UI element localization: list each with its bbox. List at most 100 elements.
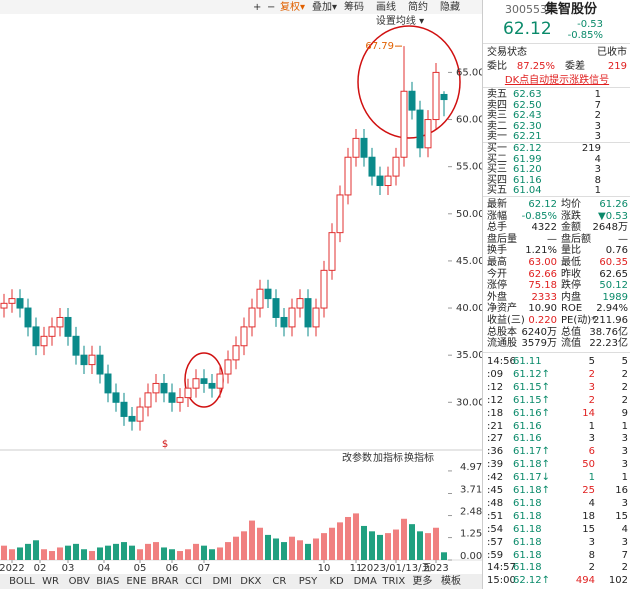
quote-text: 涨停 (487, 280, 507, 292)
quote-text: 61.16 (513, 174, 542, 186)
quote-text: :12 (487, 381, 504, 393)
candle-body (200, 378, 208, 384)
volume-bar (385, 533, 391, 560)
quote-text: 2 (588, 562, 595, 574)
quote-text: 盘后量 (487, 233, 517, 245)
toolbar-button[interactable]: + (253, 2, 261, 13)
indicator-tab[interactable]: CR (272, 576, 286, 587)
x-tick-label: 2022 (0, 563, 25, 574)
volume-tool[interactable]: 换指标 (404, 451, 434, 464)
indicator-tab[interactable]: KD (329, 576, 344, 587)
quote-text: 61.18↑ (513, 459, 551, 471)
candle-body (192, 378, 200, 389)
volume-bar (401, 518, 407, 560)
quote-text: 61.04 (513, 185, 542, 197)
volume-bar (369, 531, 375, 560)
volume-bar (265, 534, 271, 560)
volume-tool[interactable]: 加指标 (373, 451, 403, 464)
quote-text: 6 (588, 446, 595, 458)
ma-setting[interactable]: 设置均线 ▾ (376, 14, 424, 27)
candle-body (104, 373, 112, 394)
indicator-tab[interactable]: 更多 (412, 574, 432, 587)
toolbar-button[interactable]: 画线 (376, 0, 396, 13)
candle-body (432, 71, 440, 121)
quote-text: 2 (588, 368, 595, 380)
indicator-tab[interactable]: WR (42, 576, 59, 587)
quote-text: 61.16 (513, 433, 542, 445)
volume-bar (145, 543, 151, 560)
quote-text: 494 (575, 575, 595, 587)
candle-body (360, 137, 368, 158)
candle-body (336, 194, 344, 234)
signal-button[interactable]: DK点自动提示涨跌信号 (504, 75, 610, 86)
quote-text: 5 (588, 356, 595, 367)
toolbar-button[interactable]: 简约 (408, 0, 428, 13)
quote-text: 最低 (561, 257, 581, 268)
separator (483, 43, 630, 44)
indicator-tab[interactable]: TRIX (381, 576, 405, 587)
toolbar-button[interactable]: 叠加▾ (312, 1, 337, 13)
quote-text: 总值 (561, 326, 581, 338)
quote-text: 卖五 (487, 89, 507, 100)
quote-text: 211.96 (593, 315, 628, 326)
indicator-tab[interactable]: BIAS (96, 576, 119, 587)
quote-text: 1 (588, 420, 595, 432)
candle-body (168, 392, 176, 403)
candle-body (96, 354, 104, 375)
y-tick-label: 65.00 (456, 67, 482, 78)
toolbar-button[interactable]: 筹码 (344, 0, 364, 13)
quote-text: :59 (487, 549, 504, 561)
volume-tick-label: 4.97 (460, 462, 482, 473)
volume-bar (281, 542, 287, 560)
quote-text: 102 (608, 575, 628, 587)
quote-text: 1 (621, 420, 628, 432)
quote-text: 1 (594, 185, 601, 197)
indicator-tab[interactable]: 模板 (441, 574, 461, 587)
candle-body (384, 175, 392, 187)
candle-body (56, 316, 64, 328)
quote-text: 内盘 (561, 291, 581, 303)
volume-bar (321, 533, 327, 560)
y-tick-label: 45.00 (456, 256, 482, 267)
quote-text: 2333 (531, 291, 557, 303)
indicator-tab[interactable]: BRAR (151, 576, 178, 587)
quote-text: 3 (594, 120, 601, 132)
quote-text: 16 (615, 485, 628, 496)
indicator-tab[interactable]: BOLL (9, 576, 35, 587)
candle-body (16, 298, 24, 309)
stock-code: 300553 (505, 3, 547, 16)
quote-text: 61.18 (513, 510, 542, 522)
toolbar-button[interactable]: 隐藏 (440, 1, 460, 13)
indicator-tab[interactable]: ENE (126, 576, 146, 587)
toolbar-button[interactable]: 复权▾ (280, 0, 305, 13)
volume-bar (65, 545, 71, 560)
quote-text: 均价 (561, 199, 581, 210)
quote-text: :42 (487, 472, 504, 484)
quote-text: 61.18↑ (513, 485, 551, 496)
quote-text: 50.12 (599, 280, 628, 292)
candle-body (120, 401, 128, 417)
quote-text: 换手 (487, 245, 507, 257)
candle-body (208, 382, 216, 389)
volume-bar (417, 531, 423, 560)
indicator-tab[interactable]: DKX (240, 576, 261, 587)
volume-tool[interactable]: 改参数 (342, 451, 372, 464)
toolbar-button[interactable]: − (267, 2, 275, 13)
indicator-tab[interactable]: PSY (299, 576, 318, 587)
indicator-tab[interactable]: DMI (213, 576, 232, 587)
quote-text: 1989 (602, 291, 628, 303)
quote-text: 7 (594, 99, 601, 111)
indicator-tab[interactable]: OBV (69, 576, 90, 587)
volume-bar (353, 513, 359, 560)
quote-text: -0.85% (521, 210, 557, 222)
volume-bar (409, 524, 415, 560)
toolbar-bg (0, 0, 482, 14)
separator (483, 352, 630, 353)
volume-bar (1, 545, 7, 560)
y-tick-label: 35.00 (456, 350, 482, 361)
indicator-tab[interactable]: DMA (354, 576, 377, 587)
indicator-tab[interactable]: CCI (185, 576, 202, 587)
quote-text: ROE (561, 303, 583, 315)
quote-text: 3 (588, 433, 595, 445)
quote-text: 62.63 (513, 89, 542, 100)
